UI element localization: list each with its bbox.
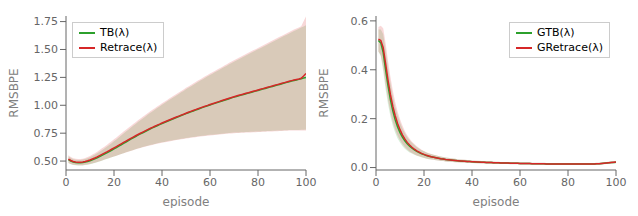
svg-text:0.6: 0.6	[351, 15, 369, 28]
svg-text:RMSBPE: RMSBPE	[8, 68, 21, 117]
svg-text:40: 40	[155, 176, 169, 189]
svg-text:episode: episode	[473, 195, 520, 208]
svg-text:60: 60	[203, 176, 217, 189]
svg-text:1.75: 1.75	[34, 15, 59, 28]
svg-text:0: 0	[373, 176, 380, 189]
svg-text:40: 40	[465, 176, 479, 189]
svg-text:100: 100	[606, 176, 627, 189]
html-text:GRetrace(λ): GRetrace(λ)	[537, 41, 603, 54]
svg-text:1.00: 1.00	[34, 99, 59, 112]
html-text:TB(λ): TB(λ)	[100, 26, 130, 39]
svg-text:80: 80	[251, 176, 265, 189]
svg-text:1.25: 1.25	[34, 71, 59, 84]
svg-text:0.2: 0.2	[351, 113, 369, 126]
svg-text:episode: episode	[163, 195, 210, 208]
html-text:GTB(λ): GTB(λ)	[537, 26, 575, 39]
svg-text:100: 100	[296, 176, 317, 189]
svg-text:1.50: 1.50	[34, 43, 59, 56]
svg-text:80: 80	[561, 176, 575, 189]
svg-text:0.0: 0.0	[351, 161, 369, 174]
svg-text:0.50: 0.50	[34, 155, 59, 168]
html-text:Retrace(λ): Retrace(λ)	[100, 41, 158, 54]
svg-text:0: 0	[63, 176, 70, 189]
svg-text:20: 20	[417, 176, 431, 189]
svg-text:20: 20	[107, 176, 121, 189]
svg-text:0.4: 0.4	[351, 64, 369, 77]
svg-text:60: 60	[513, 176, 527, 189]
svg-text:RMSBPE: RMSBPE	[318, 68, 331, 117]
svg-text:0.75: 0.75	[34, 127, 59, 140]
